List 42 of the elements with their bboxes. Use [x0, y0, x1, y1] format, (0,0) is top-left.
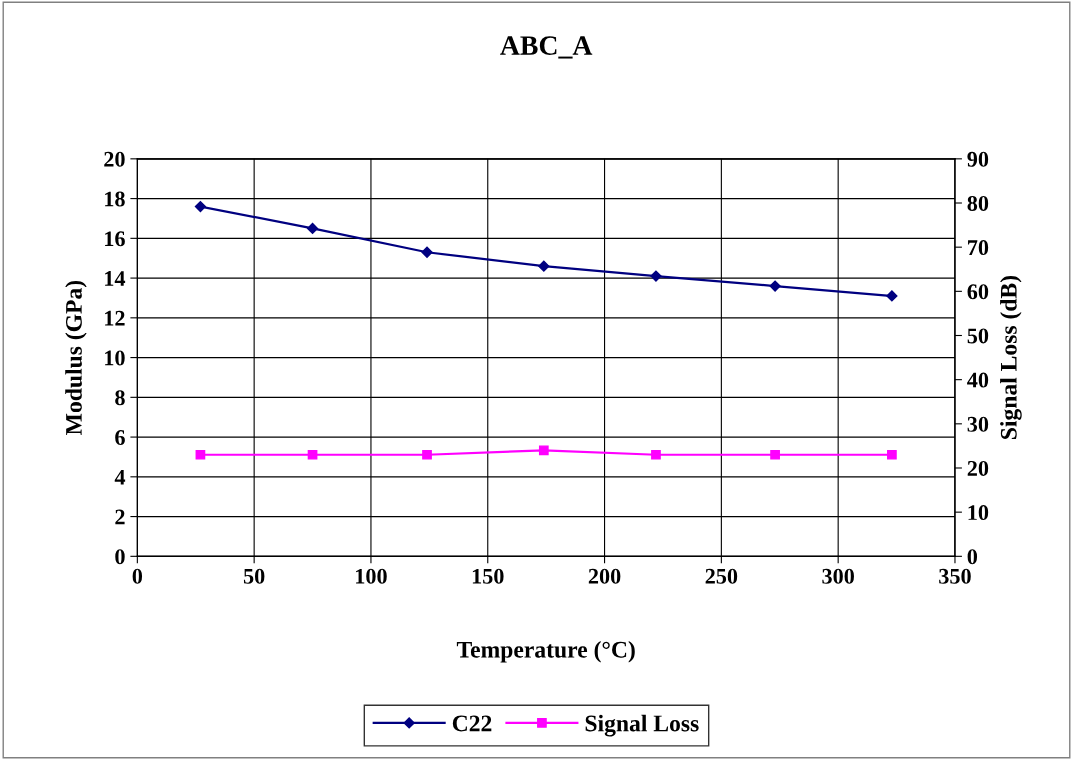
y2-tick-label: 50: [967, 328, 989, 344]
x-tick-label: 50: [243, 568, 265, 584]
x-tick-label: 300: [822, 568, 854, 584]
y-tick-label: 12: [105, 310, 125, 326]
y-tick-label: 2: [115, 509, 125, 525]
x-axis-title: Temperature (°C): [456, 641, 635, 663]
point: [650, 270, 662, 282]
legend-label: Signal Loss: [585, 714, 699, 737]
y2-tick-label: 60: [967, 284, 989, 300]
point: [421, 246, 433, 258]
y2-tick-label: 30: [967, 416, 989, 432]
y-tick-label: 14: [105, 271, 126, 286]
x-tick-label: 350: [939, 568, 971, 584]
point: [306, 222, 319, 235]
y-tick-label: 6: [115, 430, 125, 445]
y2-tick-label: 70: [968, 240, 989, 256]
x-tick-label: 250: [705, 568, 738, 584]
y2-axis-title: Signal Loss (dB): [1000, 275, 1022, 439]
legend-label: C22: [452, 715, 492, 732]
x-tick-label: 100: [356, 568, 387, 584]
y-axis-title: Modulus (GPa): [65, 280, 87, 435]
y2-tick-label: 10: [968, 505, 989, 521]
y-tick-label: 20: [104, 151, 125, 167]
y-tick-label: 0: [115, 549, 125, 565]
y2-tick-label: 40: [967, 372, 989, 388]
y-tick-label: 10: [105, 350, 125, 366]
point: [538, 260, 550, 272]
chart-title: ABC_A: [500, 36, 593, 59]
y2-tick-label: 90: [967, 151, 989, 167]
y2-tick-label: 0: [967, 549, 978, 565]
point: [886, 290, 898, 302]
point: [194, 200, 207, 213]
y-tick-label: 4: [114, 469, 126, 485]
y2-tick-label: 20: [967, 460, 989, 476]
x-tick-label: 200: [588, 568, 621, 584]
y-tick-label: 8: [115, 390, 125, 406]
y-tick-label: 18: [105, 191, 125, 207]
x-tick-label: 0: [132, 568, 143, 584]
point: [769, 280, 781, 292]
y-tick-label: 16: [105, 231, 125, 247]
y2-tick-label: 80: [967, 195, 989, 211]
x-tick-label: 150: [472, 568, 504, 584]
